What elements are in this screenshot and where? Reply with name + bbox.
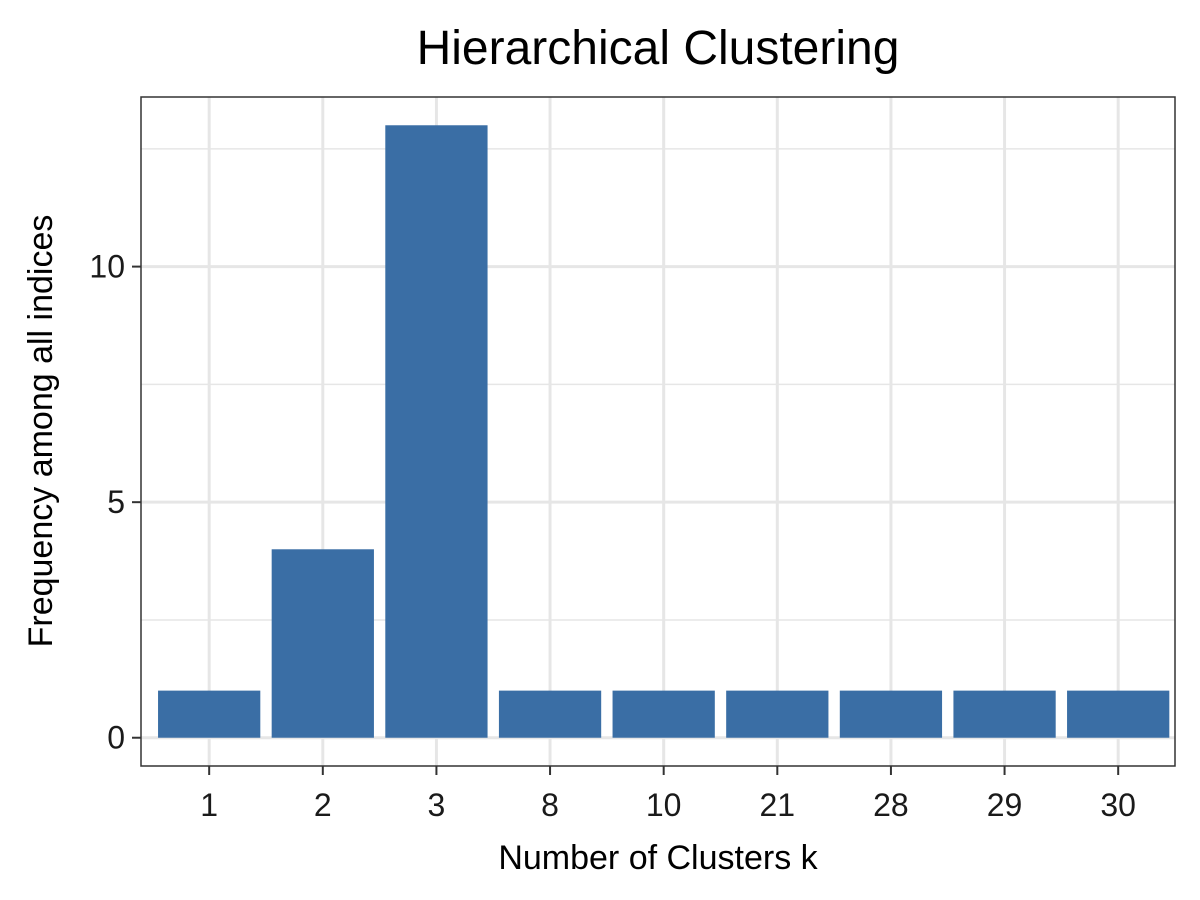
bar-10 <box>612 690 715 738</box>
x-tick-label: 30 <box>1100 787 1136 823</box>
bar-2 <box>271 549 374 738</box>
x-axis: 1 2 3 8 10 21 28 29 30 <box>200 766 1136 823</box>
chart-title: Hierarchical Clustering <box>417 22 900 75</box>
bar-30 <box>1067 690 1170 738</box>
y-tick-label: 0 <box>107 720 125 756</box>
bar-1 <box>158 690 261 738</box>
y-axis: 0 5 10 <box>89 249 141 756</box>
x-axis-title: Number of Clusters k <box>498 839 818 877</box>
x-tick-label: 8 <box>541 787 559 823</box>
bar-21 <box>726 690 829 738</box>
bar-28 <box>839 690 943 738</box>
bar-3 <box>385 125 488 738</box>
bar-29 <box>953 690 1056 738</box>
x-tick-label: 2 <box>314 787 332 823</box>
y-tick-label: 10 <box>89 249 125 285</box>
x-tick-label: 29 <box>987 787 1023 823</box>
x-tick-label: 1 <box>200 787 218 823</box>
x-tick-label: 21 <box>760 787 796 823</box>
bars-layer <box>158 125 1170 738</box>
x-tick-label: 28 <box>873 787 909 823</box>
plot-panel-border <box>140 96 1176 767</box>
grid-layer <box>141 97 1175 766</box>
x-tick-label: 3 <box>428 787 446 823</box>
x-tick-label: 10 <box>646 787 682 823</box>
bar-8 <box>498 690 602 738</box>
y-tick-label: 5 <box>107 484 125 520</box>
y-axis-title: Frequency among all indices <box>22 215 60 648</box>
